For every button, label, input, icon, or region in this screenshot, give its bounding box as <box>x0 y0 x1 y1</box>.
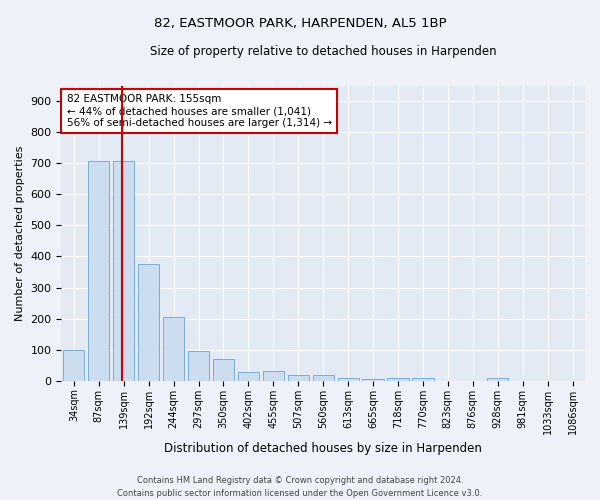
X-axis label: Distribution of detached houses by size in Harpenden: Distribution of detached houses by size … <box>164 442 482 455</box>
Bar <box>113 161 134 381</box>
Title: Size of property relative to detached houses in Harpenden: Size of property relative to detached ho… <box>150 45 497 58</box>
Bar <box>63 350 85 381</box>
Bar <box>487 378 508 381</box>
Bar <box>163 317 184 381</box>
Bar <box>313 374 334 381</box>
Bar <box>238 372 259 381</box>
Bar <box>362 378 383 381</box>
Bar <box>213 359 234 381</box>
Text: Contains HM Land Registry data © Crown copyright and database right 2024.
Contai: Contains HM Land Registry data © Crown c… <box>118 476 482 498</box>
Bar <box>138 264 159 381</box>
Text: 82 EASTMOOR PARK: 155sqm
← 44% of detached houses are smaller (1,041)
56% of sem: 82 EASTMOOR PARK: 155sqm ← 44% of detach… <box>67 94 332 128</box>
Bar <box>412 378 434 381</box>
Bar <box>188 352 209 381</box>
Text: 82, EASTMOOR PARK, HARPENDEN, AL5 1BP: 82, EASTMOOR PARK, HARPENDEN, AL5 1BP <box>154 18 446 30</box>
Bar <box>388 378 409 381</box>
Y-axis label: Number of detached properties: Number of detached properties <box>15 146 25 321</box>
Bar <box>338 378 359 381</box>
Bar <box>287 375 309 381</box>
Bar <box>88 161 109 381</box>
Bar <box>263 372 284 381</box>
